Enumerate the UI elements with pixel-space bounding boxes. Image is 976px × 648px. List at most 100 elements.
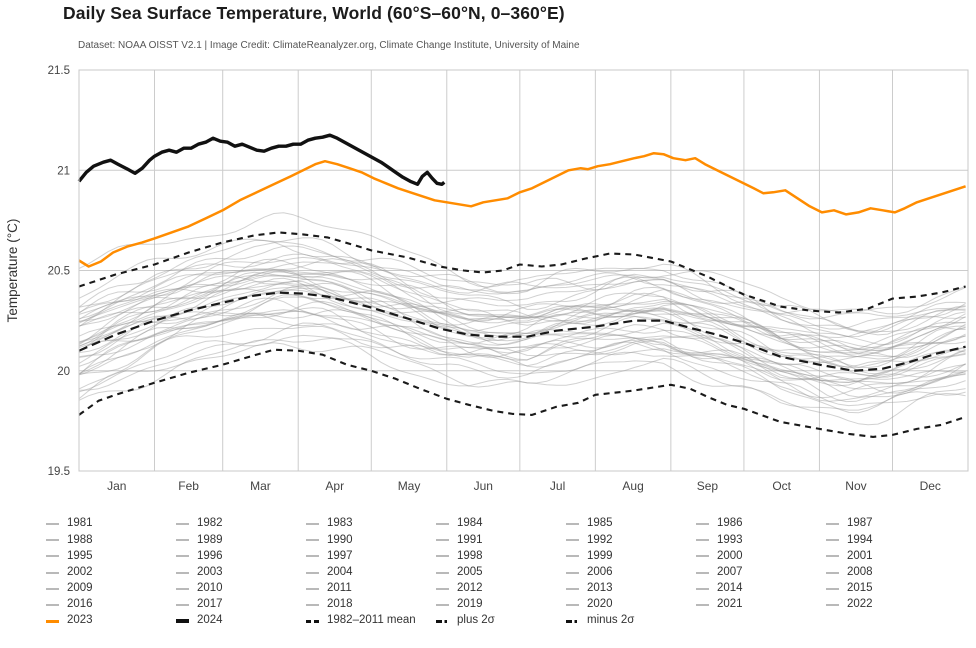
- chart-subtitle: Dataset: NOAA OISST V2.1 | Image Credit:…: [78, 40, 580, 51]
- legend-item-1992[interactable]: 1992: [566, 534, 696, 547]
- legend-item-1999[interactable]: 1999: [566, 550, 696, 563]
- x-tick-label: Sep: [697, 479, 719, 493]
- series-line-plus-2-: [78, 231, 966, 314]
- legend-item-plus-2σ[interactable]: plus 2σ: [436, 615, 566, 627]
- legend-item-1987[interactable]: 1987: [826, 518, 956, 530]
- legend-item-2000[interactable]: 2000: [696, 549, 826, 563]
- legend-label: 1996: [197, 549, 223, 562]
- legend-swatch-plus-2σ: [436, 619, 449, 623]
- legend-swatch-2019: [436, 604, 449, 607]
- sst-line-chart: Jan Feb Mar Apr May Jun Jul Aug Sep Oct Nov Dec 21.5…: [5, 65, 969, 493]
- legend-label: 1981: [67, 517, 93, 530]
- legend-item-1986[interactable]: 1986: [696, 518, 826, 530]
- legend-swatch-2021: [696, 604, 709, 607]
- legend-label: 1984: [457, 517, 483, 530]
- legend-item-2001[interactable]: 2001: [826, 550, 956, 563]
- legend-label: 2003: [197, 565, 223, 578]
- y-axis-title: Temperature (°C): [5, 219, 20, 323]
- legend-label: 2009: [67, 582, 93, 595]
- legend-item-2023[interactable]: 2023: [46, 615, 176, 627]
- legend-swatch-1992: [566, 539, 579, 542]
- x-tick-label: Oct: [772, 479, 791, 493]
- legend-item-2014[interactable]: 2014: [696, 583, 826, 595]
- legend-label: 2004: [327, 565, 353, 578]
- legend-label: 1998: [457, 549, 483, 562]
- legend-row: 2009 2010 2011 2012 2013 2014 2015: [46, 581, 976, 597]
- legend-label: 2013: [587, 582, 613, 595]
- legend-label: 1994: [847, 533, 873, 546]
- legend-item-2015[interactable]: 2015: [826, 583, 956, 595]
- legend-swatch-1988: [46, 539, 59, 542]
- legend-item-1989[interactable]: 1989: [176, 534, 306, 547]
- legend-item-1984[interactable]: 1984: [436, 518, 566, 530]
- legend-label: 2000: [717, 549, 743, 562]
- legend-item-1996[interactable]: 1996: [176, 549, 306, 563]
- year-line-1988: [78, 288, 966, 407]
- legend-row: 1995 1996 1997 1998 1999 2000 2001: [46, 548, 976, 564]
- legend-item-1998[interactable]: 1998: [436, 549, 566, 563]
- legend-label: 1985: [587, 517, 613, 530]
- legend-label: 1990: [327, 533, 353, 546]
- legend-item-2021[interactable]: 2021: [696, 599, 826, 611]
- year-line-2018: [78, 258, 966, 338]
- x-tick-label: Jan: [107, 479, 126, 493]
- legend-item-2013[interactable]: 2013: [566, 583, 696, 595]
- legend-swatch-2013: [566, 587, 579, 590]
- legend-swatch-1997: [306, 555, 319, 558]
- legend-item-2009[interactable]: 2009: [46, 583, 176, 595]
- legend-item-2019[interactable]: 2019: [436, 599, 566, 611]
- legend-item-2010[interactable]: 2010: [176, 583, 306, 595]
- year-line-2001: [78, 280, 966, 358]
- legend-swatch-1983: [306, 523, 319, 526]
- legend-swatch-1987: [826, 523, 839, 526]
- legend-item-1997[interactable]: 1997: [306, 550, 436, 563]
- legend-item-2020[interactable]: 2020: [566, 599, 696, 611]
- legend-item-2007[interactable]: 2007: [696, 566, 826, 579]
- x-tick-label: Nov: [845, 479, 866, 493]
- year-line-1985: [78, 337, 966, 411]
- legend-label: 2014: [717, 582, 743, 595]
- legend-swatch-2004: [306, 571, 319, 574]
- legend-item-1983[interactable]: 1983: [306, 518, 436, 530]
- legend-item-2017[interactable]: 2017: [176, 599, 306, 611]
- legend-item-2024[interactable]: 2024: [176, 615, 306, 627]
- legend-item-1982-2011-mean[interactable]: 1982–2011 mean: [306, 615, 436, 627]
- legend-label: 2018: [327, 598, 353, 611]
- grid-lines: [79, 70, 968, 471]
- legend-item-1991[interactable]: 1991: [436, 534, 566, 547]
- legend-item-1995[interactable]: 1995: [46, 550, 176, 563]
- legend-item-2018[interactable]: 2018: [306, 599, 436, 611]
- year-line-2004: [78, 274, 966, 349]
- legend-row: 2002 2003 2004 2005 2006 2007 2008: [46, 565, 976, 581]
- legend-item-2016[interactable]: 2016: [46, 599, 176, 611]
- y-tick-label: 21.5: [48, 65, 70, 77]
- legend-item-2011[interactable]: 2011: [306, 583, 436, 595]
- legend-item-2004[interactable]: 2004: [306, 565, 436, 579]
- legend-item-1985[interactable]: 1985: [566, 518, 696, 530]
- legend-item-2012[interactable]: 2012: [436, 583, 566, 595]
- legend-item-2005[interactable]: 2005: [436, 566, 566, 579]
- legend-swatch-2015: [826, 587, 839, 590]
- legend-item-2022[interactable]: 2022: [826, 599, 956, 611]
- year-line-2019: [78, 237, 966, 315]
- legend-item-1994[interactable]: 1994: [826, 533, 956, 547]
- legend-item-1988[interactable]: 1988: [46, 534, 176, 547]
- year-line-2013: [78, 273, 966, 355]
- year-line-2003: [78, 270, 966, 353]
- legend-swatch-1985: [566, 523, 579, 526]
- legend-item-1981[interactable]: 1981: [46, 518, 176, 530]
- legend-item-1982[interactable]: 1982: [176, 518, 306, 530]
- legend-item-1993[interactable]: 1993: [696, 534, 826, 547]
- legend-item-minus-2σ[interactable]: minus 2σ: [566, 615, 696, 627]
- legend-label: 1982: [197, 517, 223, 530]
- legend-item-2003[interactable]: 2003: [176, 565, 306, 579]
- legend-item-2002[interactable]: 2002: [46, 566, 176, 579]
- legend-item-2006[interactable]: 2006: [566, 566, 696, 579]
- legend-item-1990[interactable]: 1990: [306, 533, 436, 547]
- y-tick-label: 21: [57, 165, 70, 177]
- legend-item-2008[interactable]: 2008: [826, 566, 956, 579]
- chart-title: Daily Sea Surface Temperature, World (60…: [63, 3, 565, 23]
- x-tick-label: Jul: [550, 479, 565, 493]
- year-line-1992: [78, 309, 966, 414]
- year-line-2016: [78, 212, 966, 336]
